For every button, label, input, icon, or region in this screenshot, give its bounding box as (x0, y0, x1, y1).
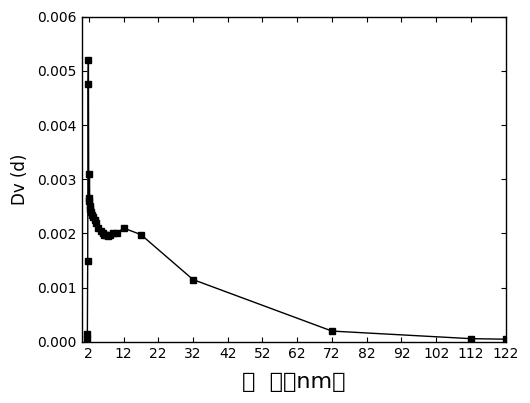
Y-axis label: Dv (d): Dv (d) (11, 154, 29, 205)
X-axis label: 孔  径（nm）: 孔 径（nm） (242, 372, 346, 392)
